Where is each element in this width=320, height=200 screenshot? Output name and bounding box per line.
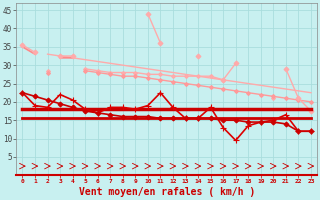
X-axis label: Vent moyen/en rafales ( km/h ): Vent moyen/en rafales ( km/h ) [79,187,255,197]
